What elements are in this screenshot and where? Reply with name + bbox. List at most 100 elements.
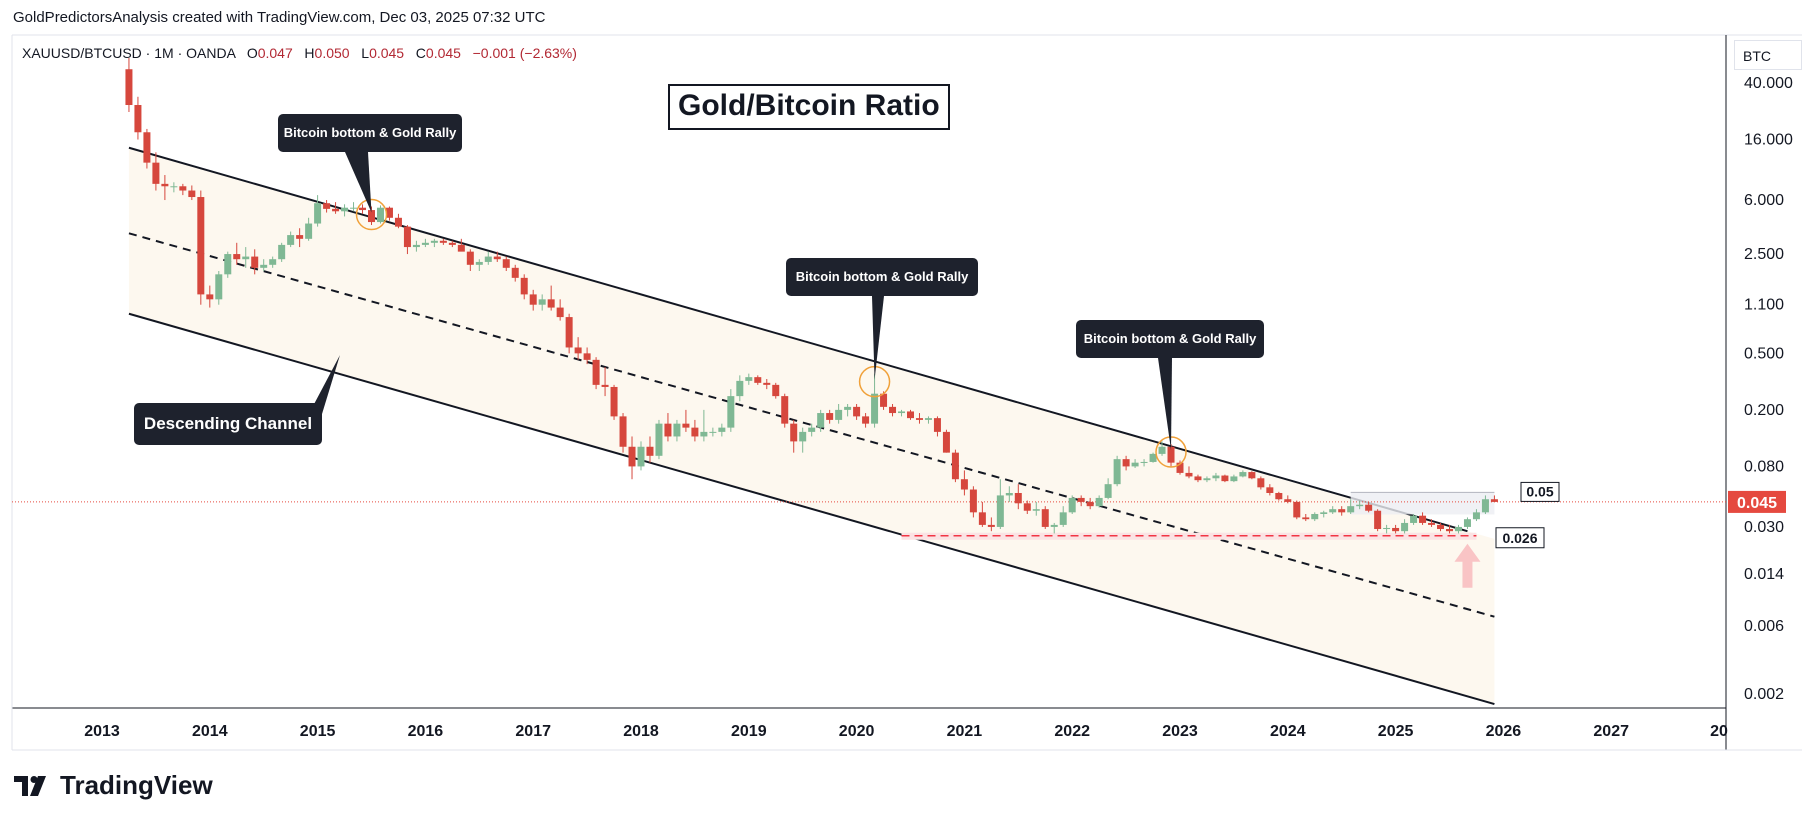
candle-body[interactable] xyxy=(996,495,1004,527)
candle-body[interactable] xyxy=(763,382,771,385)
candle-body[interactable] xyxy=(1374,510,1382,530)
candle-body[interactable] xyxy=(1176,462,1184,473)
support-level-tag[interactable] xyxy=(1495,527,1545,549)
candle-body[interactable] xyxy=(592,359,600,385)
candle-body[interactable] xyxy=(610,386,618,417)
candle-body[interactable] xyxy=(1149,453,1157,462)
price-unit-button[interactable]: BTC xyxy=(1734,40,1802,70)
symbol-name[interactable]: XAUUSD/BTCUSD · 1M · OANDA xyxy=(22,45,236,61)
candle-body[interactable] xyxy=(1428,522,1436,525)
tradingview-logo[interactable]: TradingView xyxy=(14,770,213,801)
candle-body[interactable] xyxy=(341,207,349,212)
candle-body[interactable] xyxy=(844,406,852,410)
candle-body[interactable] xyxy=(817,413,825,428)
candle-body[interactable] xyxy=(960,479,968,490)
candle-body[interactable] xyxy=(511,267,519,278)
candle-body[interactable] xyxy=(1293,501,1301,518)
candle-body[interactable] xyxy=(799,431,807,442)
candle-body[interactable] xyxy=(1095,497,1103,507)
candle-body[interactable] xyxy=(206,294,214,300)
candle-body[interactable] xyxy=(574,347,582,354)
candle-body[interactable] xyxy=(1158,446,1166,454)
candle-body[interactable] xyxy=(1140,461,1148,463)
candle-body[interactable] xyxy=(1338,509,1346,513)
candle-body[interactable] xyxy=(871,393,879,424)
candle-body[interactable] xyxy=(1050,524,1058,527)
candle-body[interactable] xyxy=(880,393,888,407)
candle-body[interactable] xyxy=(987,524,995,527)
candle-body[interactable] xyxy=(1122,459,1130,467)
candle-body[interactable] xyxy=(1086,501,1094,507)
last-price-tag[interactable] xyxy=(1728,490,1786,513)
candle-body[interactable] xyxy=(448,242,456,245)
candle-body[interactable] xyxy=(394,217,402,227)
candle-body[interactable] xyxy=(1454,526,1462,532)
candle-body[interactable] xyxy=(862,416,870,424)
candle-body[interactable] xyxy=(125,69,133,106)
candle-body[interactable] xyxy=(1167,446,1175,463)
candle-body[interactable] xyxy=(1356,504,1364,507)
candle-body[interactable] xyxy=(260,264,268,268)
candle-body[interactable] xyxy=(242,256,250,260)
candle-body[interactable] xyxy=(898,411,906,414)
candle-body[interactable] xyxy=(475,261,483,265)
candle-body[interactable] xyxy=(1194,476,1202,481)
channel-upper-line[interactable] xyxy=(128,146,1468,533)
candle-body[interactable] xyxy=(754,377,762,383)
candle-body[interactable] xyxy=(1023,503,1031,511)
candle-body[interactable] xyxy=(1472,512,1480,520)
candle-body[interactable] xyxy=(323,203,331,209)
candle-body[interactable] xyxy=(143,132,151,163)
candle-body[interactable] xyxy=(1212,475,1220,479)
candle-body[interactable] xyxy=(251,256,259,268)
candle-body[interactable] xyxy=(1329,509,1337,513)
candle-body[interactable] xyxy=(1481,499,1489,513)
candle-body[interactable] xyxy=(197,197,205,295)
candle-body[interactable] xyxy=(655,423,663,456)
candle-body[interactable] xyxy=(583,353,591,360)
candle-body[interactable] xyxy=(359,207,367,211)
candle-body[interactable] xyxy=(1365,504,1373,511)
candle-body[interactable] xyxy=(565,317,573,348)
candle-body[interactable] xyxy=(457,244,465,252)
candle-body[interactable] xyxy=(350,207,358,209)
candle-body[interactable] xyxy=(1266,487,1274,493)
candle-body[interactable] xyxy=(978,512,986,525)
candle-body[interactable] xyxy=(403,226,411,248)
candle-body[interactable] xyxy=(1032,509,1040,511)
candle-body[interactable] xyxy=(421,242,429,245)
candle-body[interactable] xyxy=(134,105,142,133)
candle-body[interactable] xyxy=(1401,522,1409,532)
candle-body[interactable] xyxy=(368,210,375,223)
bottom-marker-circle[interactable] xyxy=(355,198,388,231)
candle-body[interactable] xyxy=(673,423,681,437)
candle-body[interactable] xyxy=(736,380,744,397)
candle-body[interactable] xyxy=(1203,478,1211,481)
candle-body[interactable] xyxy=(484,256,492,262)
candle-body[interactable] xyxy=(1257,478,1265,488)
candle-body[interactable] xyxy=(1221,475,1229,482)
candle-body[interactable] xyxy=(538,299,546,305)
candle-body[interactable] xyxy=(296,235,304,239)
candle-body[interactable] xyxy=(1383,527,1391,530)
candle-body[interactable] xyxy=(224,254,232,275)
candle-body[interactable] xyxy=(1311,513,1319,520)
candle-body[interactable] xyxy=(1302,517,1310,520)
candle-body[interactable] xyxy=(466,251,474,265)
candle-body[interactable] xyxy=(1437,524,1445,530)
candle-body[interactable] xyxy=(969,489,977,513)
candle-body[interactable] xyxy=(628,446,636,467)
candle-body[interactable] xyxy=(278,244,286,260)
candle-body[interactable] xyxy=(727,396,735,428)
descending-channel-callout[interactable]: Descending Channel xyxy=(134,403,322,445)
candle-body[interactable] xyxy=(1490,499,1498,502)
callout-bitcoin-bottom-2022[interactable]: Bitcoin bottom & Gold Rally xyxy=(1076,320,1264,358)
candle-body[interactable] xyxy=(439,240,447,243)
candle-body[interactable] xyxy=(718,427,726,432)
candle-body[interactable] xyxy=(682,423,690,428)
resistance-level-tag[interactable] xyxy=(1520,481,1560,502)
candle-body[interactable] xyxy=(332,208,340,212)
channel-median-line[interactable] xyxy=(128,232,1495,618)
candle-body[interactable] xyxy=(700,431,708,437)
candle-body[interactable] xyxy=(385,207,393,218)
